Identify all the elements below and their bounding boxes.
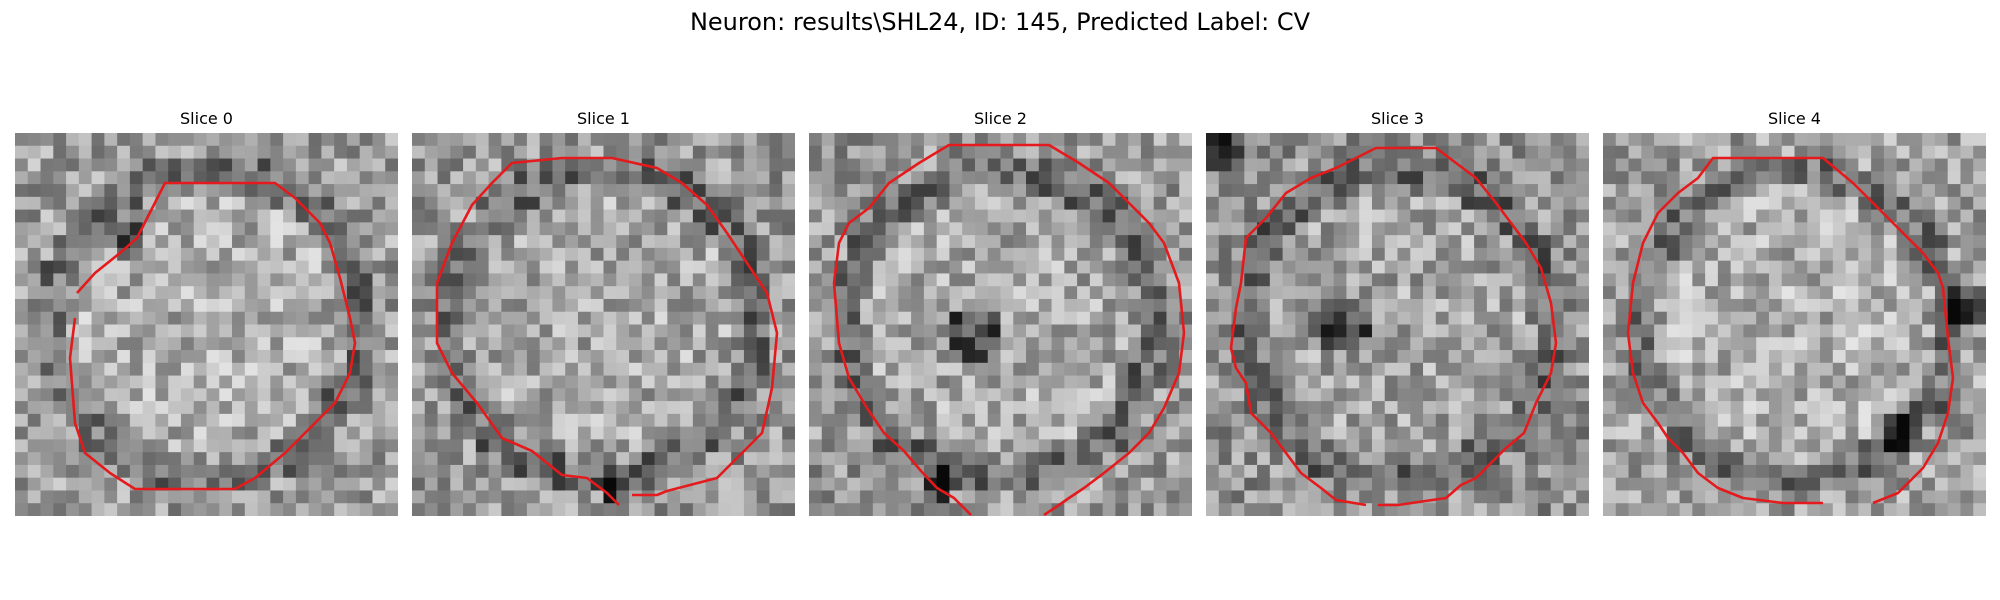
figure-title: Neuron: results\SHL24, ID: 145, Predicte…	[689, 8, 1311, 36]
roi-contour	[1626, 156, 1955, 505]
slice-image	[809, 133, 1192, 516]
slice-image	[1603, 133, 1986, 516]
roi-contour	[435, 156, 779, 506]
slice-panel-1: Slice 1	[412, 108, 795, 516]
roi-contour	[1229, 146, 1558, 507]
roi-contour	[68, 181, 357, 491]
slice-image	[412, 133, 795, 516]
slice-panel-4: Slice 4	[1603, 108, 1986, 516]
slice-image	[15, 133, 398, 516]
roi-contour	[832, 143, 1186, 516]
slice-panel-0: Slice 0	[15, 108, 398, 516]
slice-panel-2: Slice 2	[809, 108, 1192, 516]
slice-image	[1206, 133, 1589, 516]
slice-title: Slice 1	[577, 109, 630, 128]
slice-title: Slice 0	[180, 109, 233, 128]
slice-title: Slice 4	[1768, 109, 1821, 128]
slice-panel-3: Slice 3	[1206, 108, 1589, 516]
slice-title: Slice 2	[974, 109, 1027, 128]
slice-title: Slice 3	[1371, 109, 1424, 128]
